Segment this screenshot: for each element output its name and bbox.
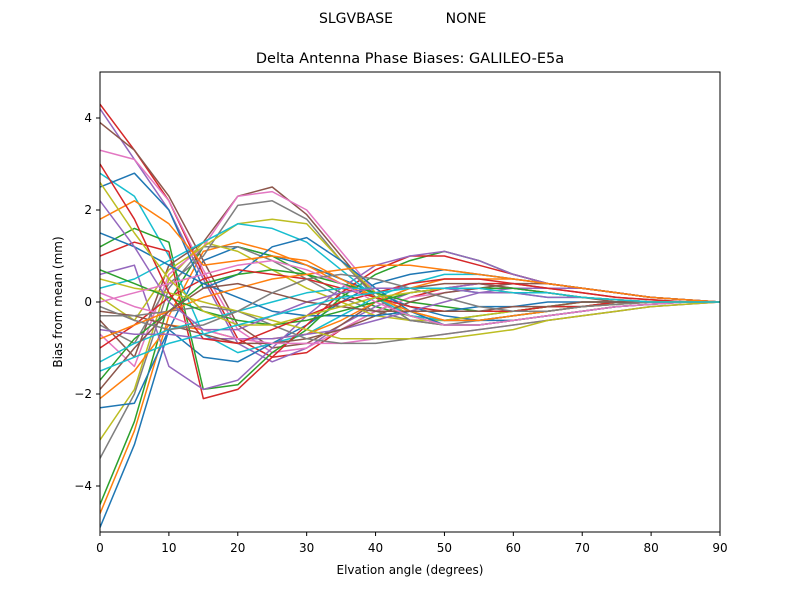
- x-tick-label: 80: [643, 541, 658, 555]
- y-tick-label: 2: [84, 203, 92, 217]
- series-line-s29: [100, 278, 720, 340]
- x-tick-label: 90: [712, 541, 727, 555]
- suptitle-right: NONE: [446, 11, 487, 27]
- series-line-s3: [100, 246, 720, 505]
- suptitle-left: SLGVBASE: [319, 11, 393, 27]
- x-tick-label: 40: [368, 541, 383, 555]
- x-tick-label: 60: [506, 541, 521, 555]
- x-tick-label: 70: [575, 541, 590, 555]
- y-tick-label: −4: [74, 479, 92, 493]
- series-line-s40: [100, 287, 720, 372]
- series-line-s4: [100, 103, 720, 358]
- y-axis-label: Bias from mean (mm): [51, 236, 65, 367]
- x-tick-label: 30: [299, 541, 314, 555]
- x-tick-label: 20: [230, 541, 245, 555]
- chart-title: Delta Antenna Phase Biases: GALILEO-E5a: [256, 51, 564, 67]
- series-line-s32: [100, 264, 720, 340]
- x-tick-label: 10: [161, 541, 176, 555]
- series-line-s36: [100, 282, 720, 390]
- series-line-s34: [100, 163, 720, 345]
- x-tick-label: 0: [96, 541, 104, 555]
- y-tick-label: 0: [84, 295, 92, 309]
- series-line-s6: [100, 122, 720, 349]
- y-tick-label: −2: [74, 387, 92, 401]
- x-axis-label: Elvation angle (degrees): [337, 563, 484, 577]
- x-tick-label: 50: [437, 541, 452, 555]
- ticks-layer: 0 10 20 30 40 50 60 70 80 90 −4 −2 0 2 4: [74, 111, 727, 555]
- series-line-s17: [100, 190, 720, 368]
- series-line-s37: [100, 259, 720, 326]
- series-layer: [100, 103, 720, 528]
- y-tick-label: 4: [84, 111, 92, 125]
